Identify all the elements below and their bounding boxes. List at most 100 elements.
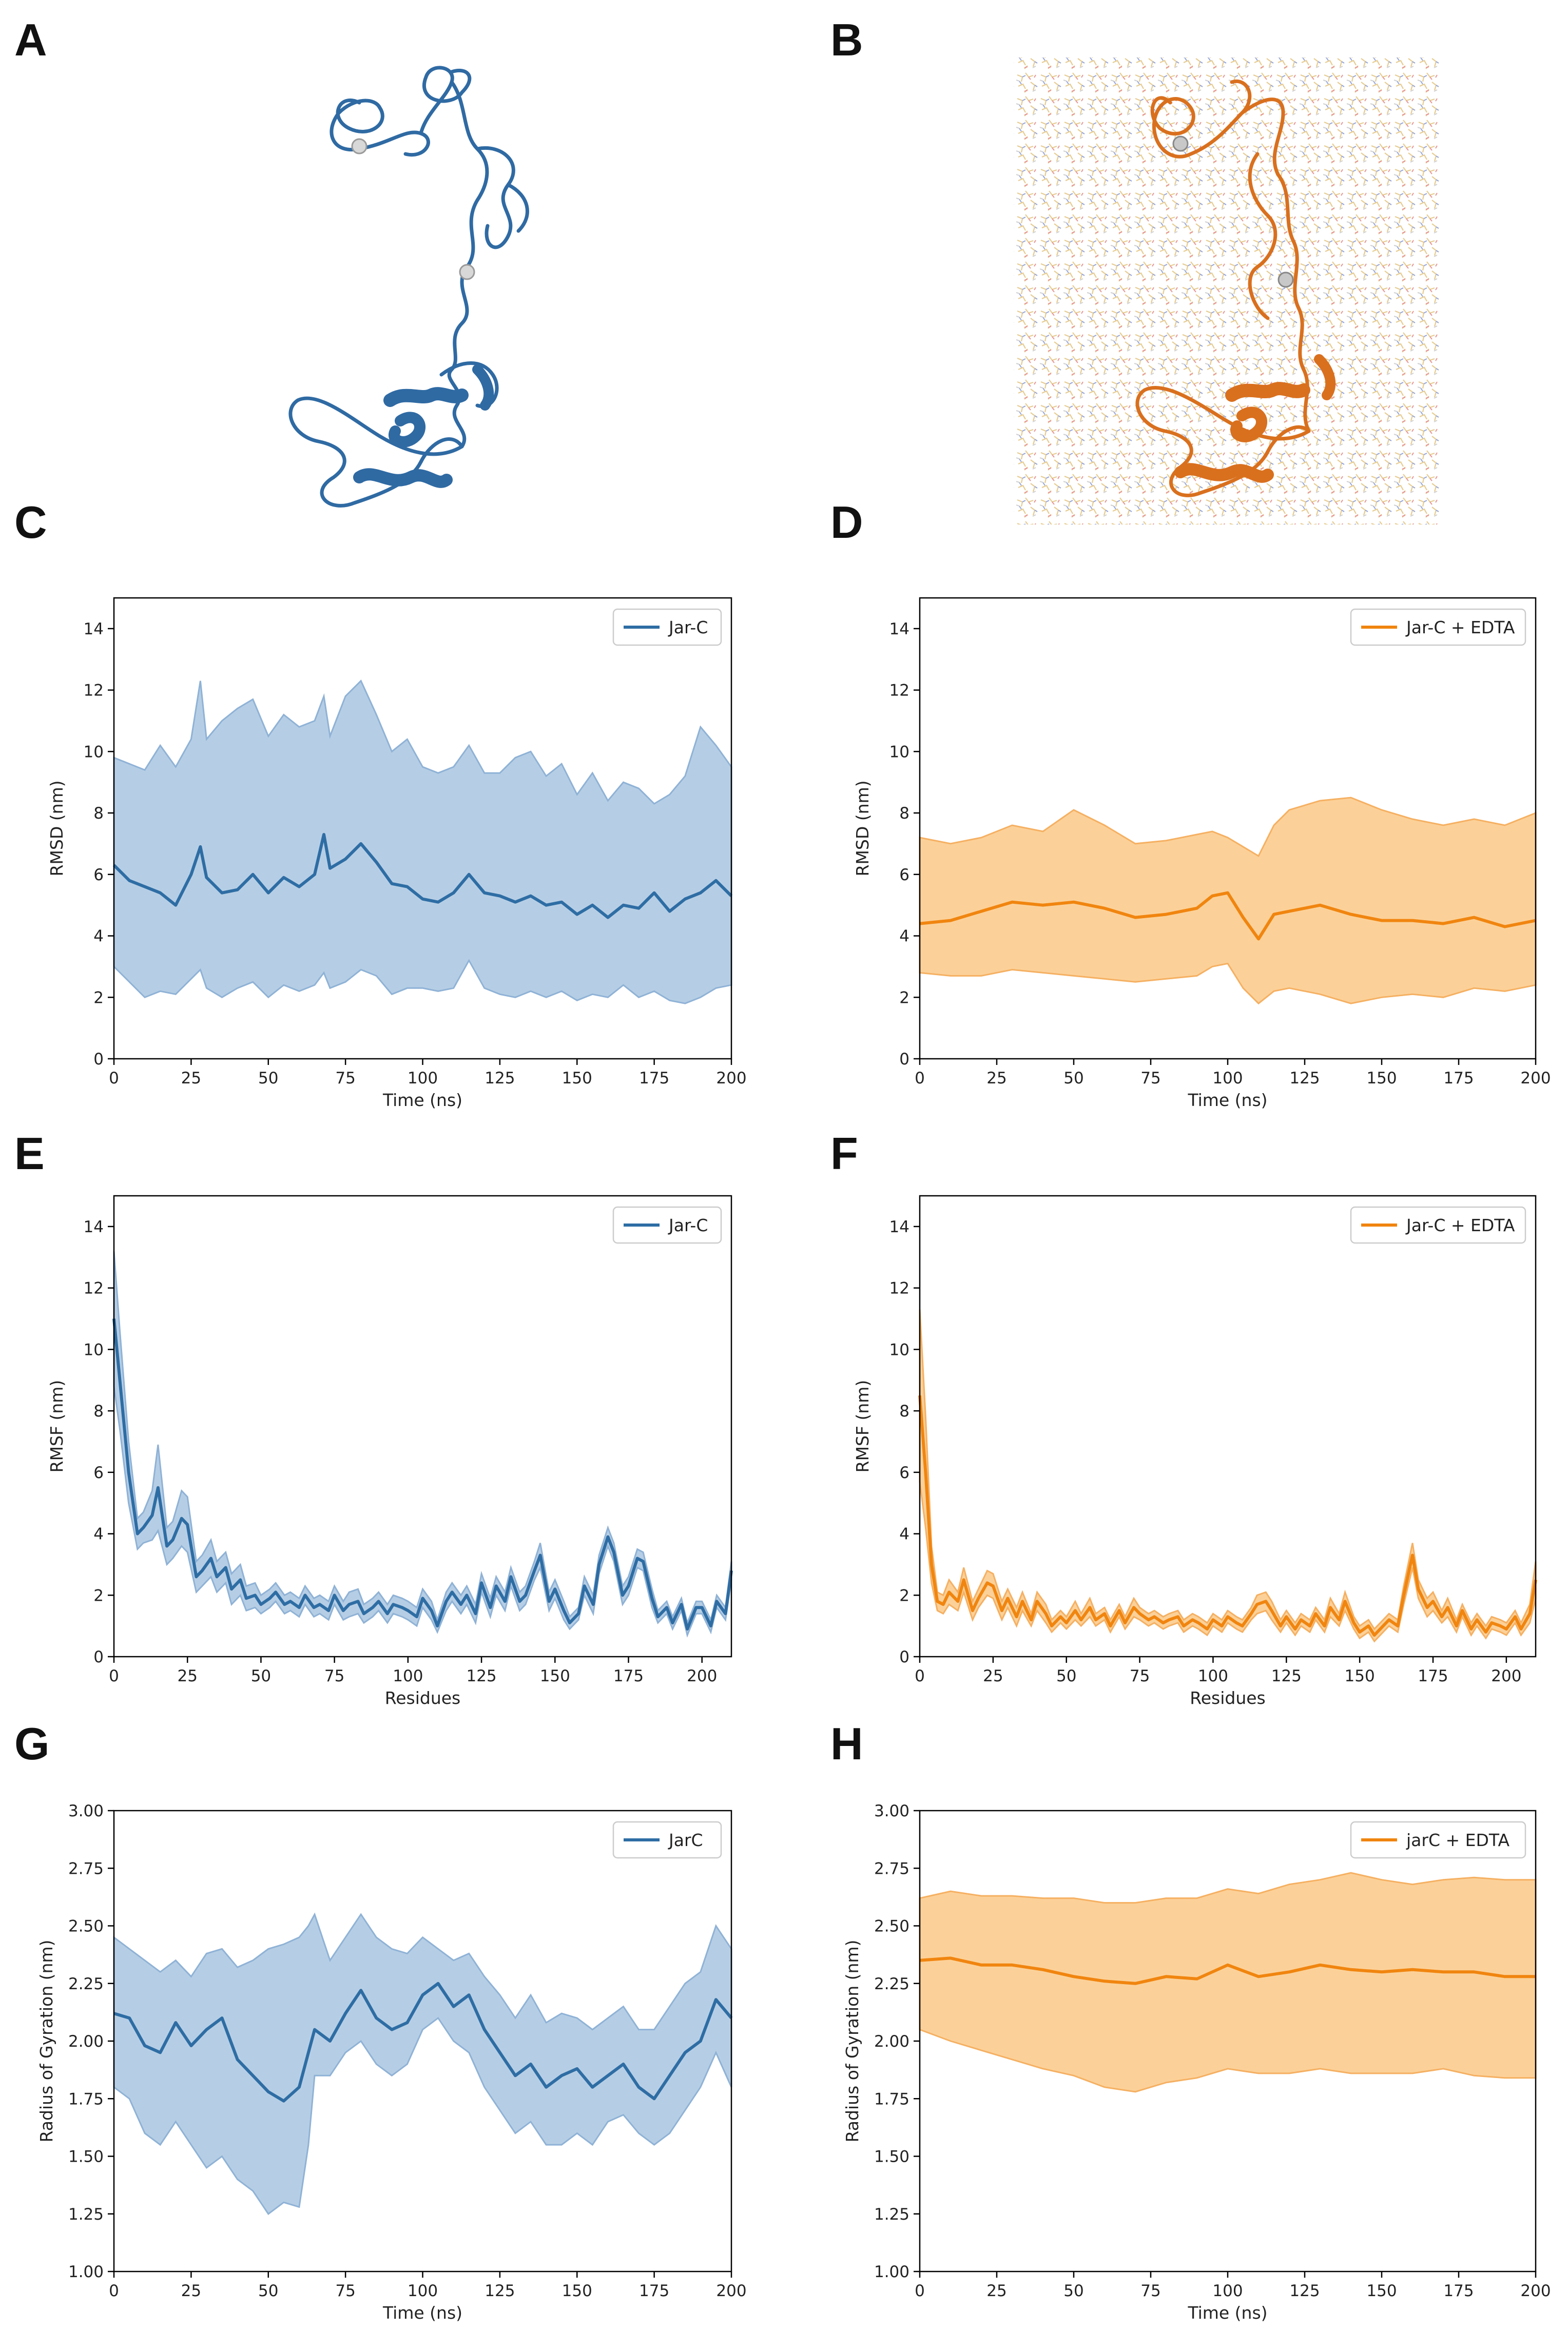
x-tick-label: 150 — [1366, 1069, 1397, 1088]
x-tick-label: 75 — [1140, 2282, 1160, 2300]
y-tick-label: 1.25 — [874, 2205, 909, 2224]
x-tick-label: 150 — [562, 1069, 592, 1088]
y-tick-label: 6 — [899, 1464, 909, 1482]
y-tick-label: 1.75 — [68, 2090, 104, 2108]
legend-label: Jar-C + EDTA — [1405, 617, 1515, 637]
x-tick-label: 0 — [109, 1069, 119, 1088]
x-tick-label: 125 — [485, 2282, 515, 2300]
x-axis-label: Time (ns) — [382, 1090, 462, 1110]
legend-box — [612, 1821, 722, 1859]
rmsf-chart-jarc-edta: 0 25 50 75 100 125 150 175 200 0 2 4 6 8 10 12 14 Residue… — [853, 1195, 1537, 1708]
y-tick-label: 8 — [93, 804, 104, 823]
panel-label-e: E — [14, 1128, 45, 1179]
y-tick-label: 1.50 — [874, 2148, 909, 2166]
x-tick-label: 175 — [1418, 1667, 1448, 1685]
y-tick-label: 1.75 — [874, 2090, 909, 2108]
x-tick-label: 0 — [915, 2282, 925, 2300]
y-tick-label: 10 — [889, 743, 909, 761]
x-tick-label: 125 — [1271, 1667, 1302, 1685]
panel-label-g: G — [14, 1718, 49, 1769]
x-tick-label: 150 — [562, 2282, 592, 2300]
x-tick-label: 50 — [1063, 1069, 1083, 1088]
y-tick-label: 6 — [899, 866, 909, 884]
x-tick-label: 0 — [915, 1667, 925, 1685]
y-tick-label: 8 — [899, 804, 909, 823]
y-tick-label: 4 — [93, 1525, 104, 1544]
x-tick-label: 200 — [716, 1069, 746, 1088]
x-tick-label: 100 — [1198, 1667, 1228, 1685]
series-line-jar-c — [112, 833, 733, 919]
x-tick-label: 25 — [986, 1069, 1006, 1088]
series-line-jar-c — [112, 1318, 733, 1631]
legend-label: Jar-C + EDTA — [1405, 1215, 1515, 1235]
x-tick-label: 100 — [1212, 2282, 1243, 2300]
x-axis-label: Residues — [385, 1688, 460, 1708]
panel-label-h: H — [830, 1718, 863, 1769]
x-tick-label: 50 — [258, 1069, 278, 1088]
x-tick-label: 25 — [181, 1069, 201, 1088]
x-tick-label: 75 — [1140, 1069, 1160, 1088]
plot-frame — [919, 1195, 1537, 1658]
y-tick-label: 1.25 — [68, 2205, 104, 2224]
x-tick-label: 50 — [258, 2282, 278, 2300]
x-tick-label: 200 — [687, 1667, 717, 1685]
y-tick-label: 0 — [93, 1648, 104, 1666]
y-tick-label: 6 — [93, 866, 104, 884]
x-tick-label: 150 — [1345, 1667, 1375, 1685]
x-tick-label: 50 — [1056, 1667, 1076, 1685]
y-tick-label: 2.25 — [68, 1975, 104, 1993]
legend-label: jarC + EDTA — [1406, 1830, 1509, 1850]
y-tick-label: 2 — [899, 1586, 909, 1605]
x-tick-label: 25 — [986, 2282, 1006, 2300]
y-tick-label: 14 — [84, 620, 104, 638]
y-tick-label: 14 — [889, 1218, 909, 1236]
y-tick-label: 2.00 — [874, 2032, 909, 2051]
y-tick-label: 4 — [93, 927, 104, 946]
y-axis-label: Radius of Gyration (nm) — [842, 1940, 862, 2143]
panel-label-a: A — [14, 14, 47, 65]
y-tick-label: 2.50 — [874, 1917, 909, 1936]
solvated-protein-ribbon-icon — [1014, 57, 1440, 525]
y-tick-label: 12 — [84, 1279, 104, 1298]
x-tick-label: 75 — [1130, 1667, 1150, 1685]
confidence-band — [113, 680, 732, 1004]
x-tick-label: 0 — [109, 1667, 119, 1685]
y-tick-label: 0 — [93, 1050, 104, 1069]
y-tick-label: 2.75 — [874, 1859, 909, 1878]
panel-label-c: C — [14, 497, 47, 548]
x-tick-label: 175 — [639, 2282, 669, 2300]
series-line-jar-c-edta — [918, 1395, 1537, 1637]
y-tick-label: 10 — [889, 1341, 909, 1359]
y-tick-label: 6 — [93, 1464, 104, 1482]
legend-box — [1350, 1821, 1526, 1859]
y-tick-label: 10 — [84, 1341, 104, 1359]
y-tick-label: 3.00 — [874, 1802, 909, 1820]
y-tick-label: 8 — [899, 1402, 909, 1421]
rmsf-chart-jarc: 0 25 50 75 100 125 150 175 200 0 2 4 6 8 10 12 14 Residue… — [47, 1195, 733, 1708]
y-tick-label: 12 — [889, 682, 909, 700]
x-tick-label: 100 — [393, 1667, 423, 1685]
y-tick-label: 14 — [889, 620, 909, 638]
confidence-band — [919, 797, 1537, 1005]
legend-label: JarC — [668, 1830, 703, 1850]
y-tick-label: 2.75 — [68, 1859, 104, 1878]
y-tick-label: 4 — [899, 927, 909, 946]
x-tick-label: 75 — [335, 1069, 355, 1088]
confidence-band — [919, 1309, 1537, 1643]
y-tick-label: 1.50 — [68, 2148, 104, 2166]
y-tick-label: 0 — [899, 1648, 909, 1666]
y-axis-label: RMSD (nm) — [47, 780, 67, 876]
x-tick-label: 150 — [1366, 2282, 1397, 2300]
x-tick-label: 25 — [177, 1667, 197, 1685]
x-tick-label: 125 — [1289, 2282, 1320, 2300]
y-axis-label: RMSF (nm) — [853, 1380, 873, 1473]
x-tick-label: 175 — [1443, 1069, 1474, 1088]
legend-label: Jar-C — [668, 1215, 708, 1235]
x-tick-label: 200 — [1491, 1667, 1521, 1685]
x-tick-label: 100 — [408, 1069, 438, 1088]
x-axis-label: Time (ns) — [382, 2303, 462, 2323]
series-line-jarc — [113, 1982, 733, 2103]
x-tick-label: 50 — [1063, 2282, 1083, 2300]
y-tick-label: 8 — [93, 1402, 104, 1421]
x-tick-label: 200 — [1520, 2282, 1551, 2300]
